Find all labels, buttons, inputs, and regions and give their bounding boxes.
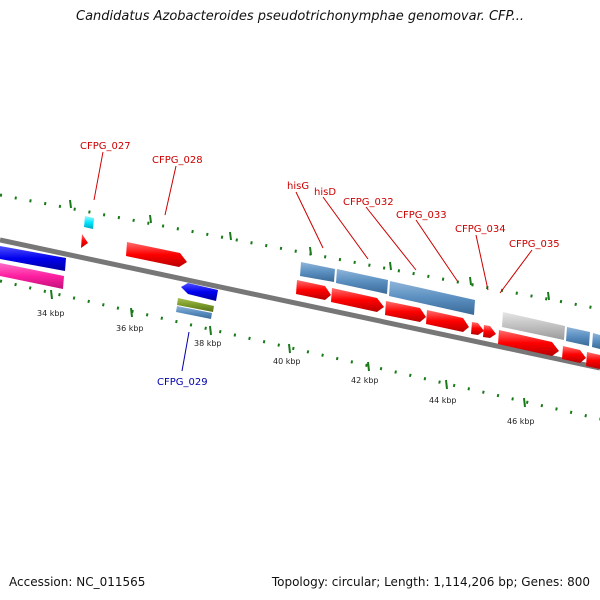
gene-label-hisD[interactable]: hisD <box>314 187 336 198</box>
gene-cyan-small[interactable] <box>84 216 94 229</box>
gene-hisD[interactable] <box>336 269 388 294</box>
scale-label: 36 kbp <box>116 324 144 333</box>
scale-label: 44 kbp <box>429 396 457 405</box>
gene-label-CFPG_035[interactable]: CFPG_035 <box>509 239 560 250</box>
gene-CFPG_035[interactable] <box>483 325 496 338</box>
gene-CFPG_032-033[interactable] <box>389 281 475 315</box>
gene-red-1[interactable] <box>296 280 331 300</box>
gene-label-CFPG_033[interactable]: CFPG_033 <box>396 210 447 221</box>
gene-CFPG_029-olive[interactable] <box>177 298 214 312</box>
gene-reverse-blue-left[interactable] <box>0 246 66 271</box>
gene-red-right-2[interactable] <box>562 346 586 363</box>
gene-label-CFPG_034[interactable]: CFPG_034 <box>455 224 506 235</box>
genome-summary-text: Topology: circular; Length: 1,114,206 bp… <box>271 575 590 589</box>
gene-label-CFPG_029[interactable]: CFPG_029 <box>157 377 208 388</box>
gene-CFPG_034[interactable] <box>471 322 484 335</box>
label-leaders <box>93 151 533 372</box>
gene-red-right-1[interactable] <box>498 330 559 356</box>
gene-pink-left[interactable] <box>0 263 64 289</box>
scale-label: 42 kbp <box>351 376 379 385</box>
gene-CFPG_029-blue[interactable] <box>181 283 218 301</box>
gene-steel-edge[interactable] <box>592 333 600 349</box>
outer-tick-track <box>0 193 600 311</box>
gene-label-hisG[interactable]: hisG <box>287 181 309 192</box>
gene-label-CFPG_032[interactable]: CFPG_032 <box>343 197 394 208</box>
map-title: Candidatus Azobacteroides pseudotrichony… <box>76 9 524 24</box>
gene-red-2[interactable] <box>331 288 384 312</box>
gene-red-right-3[interactable] <box>586 352 600 369</box>
genome-backbone <box>0 237 600 371</box>
gene-CFPG_027[interactable] <box>81 234 88 248</box>
gene-steel-right[interactable] <box>566 327 590 346</box>
inner-tick-track <box>0 279 600 421</box>
scale-label: 46 kbp <box>507 417 535 426</box>
gene-CFPG_029-steel[interactable] <box>176 306 212 319</box>
accession-text: Accession: NC_011565 <box>9 575 146 589</box>
gene-label-CFPG_028[interactable]: CFPG_028 <box>152 155 203 166</box>
gene-CFPG_028[interactable] <box>126 242 187 267</box>
scale-label: 38 kbp <box>194 339 222 348</box>
gene-hisG[interactable] <box>300 262 335 282</box>
scale-label: 40 kbp <box>273 357 301 366</box>
scale-label: 34 kbp <box>37 309 65 318</box>
gene-red-3[interactable] <box>385 301 426 322</box>
gene-gray[interactable] <box>502 312 565 340</box>
gene-label-CFPG_027[interactable]: CFPG_027 <box>80 141 131 152</box>
gene-red-4[interactable] <box>426 310 469 332</box>
